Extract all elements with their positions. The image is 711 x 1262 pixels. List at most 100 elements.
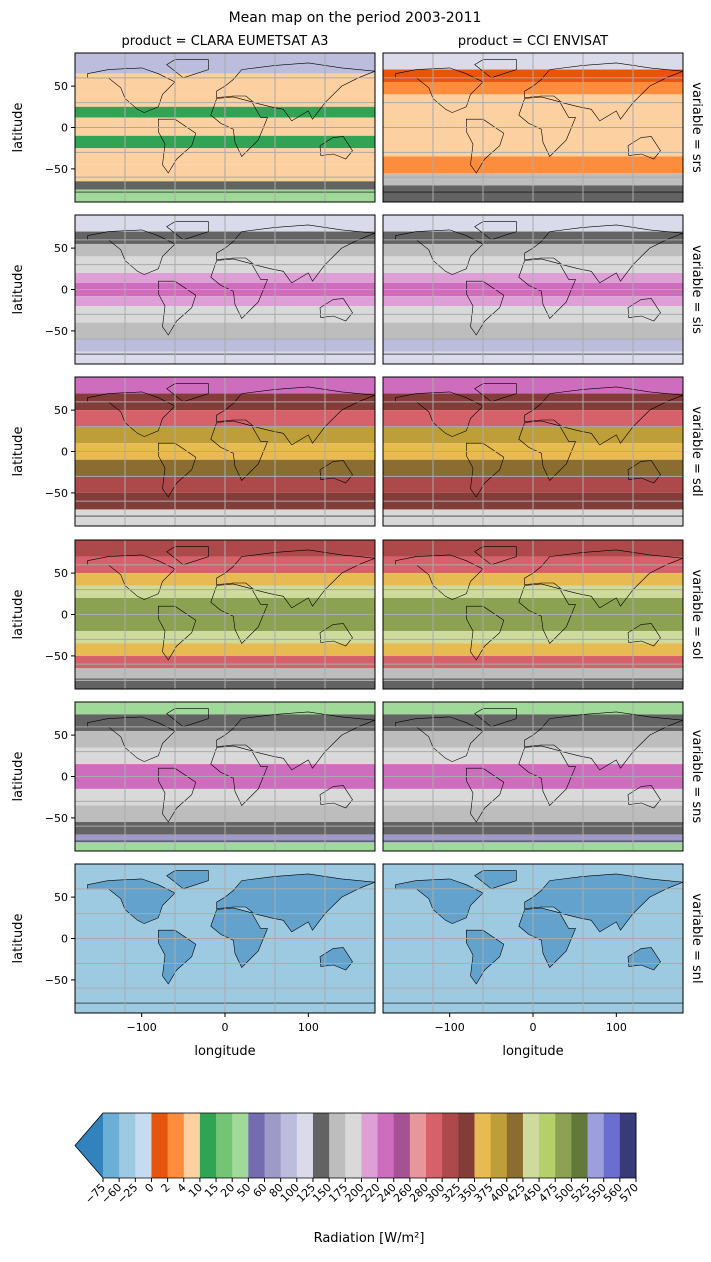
coastline <box>474 546 517 566</box>
map-panel <box>75 377 375 526</box>
x-tick-label: 100 <box>606 1021 627 1034</box>
coastline <box>210 420 268 482</box>
colorbar-swatch <box>442 1113 459 1178</box>
panel-frame <box>382 539 684 690</box>
coastline <box>474 383 517 403</box>
coastline <box>518 583 576 645</box>
coastline <box>319 785 353 809</box>
coastline <box>524 224 683 284</box>
coastline <box>518 258 576 320</box>
colorbar-swatch <box>119 1113 136 1178</box>
y-axis-label: latitude <box>11 265 26 315</box>
map-panel <box>383 540 683 689</box>
coastline <box>395 391 484 437</box>
colorbar-swatch <box>329 1113 346 1178</box>
row-label: variable = sns <box>689 730 704 824</box>
y-axis-label: latitude <box>11 590 26 640</box>
colorbar-swatch <box>490 1113 508 1178</box>
colorbar-swatch <box>474 1113 492 1178</box>
colorbar-swatch <box>587 1113 605 1178</box>
coastline <box>210 96 268 158</box>
row-label: variable = snl <box>689 893 704 983</box>
map-panel <box>75 540 375 689</box>
x-tick-label: −100 <box>127 1021 157 1034</box>
colorbar-swatch <box>232 1113 249 1178</box>
colorbar-swatch <box>409 1113 427 1178</box>
y-axis-label: latitude <box>11 427 26 477</box>
coastline <box>319 947 353 971</box>
colorbar-extend <box>75 1113 103 1178</box>
coastline <box>319 460 353 484</box>
colorbar-swatch <box>216 1113 233 1178</box>
coastline <box>158 442 197 498</box>
colorbar-swatch <box>199 1113 217 1178</box>
coastline <box>319 136 353 160</box>
coastline <box>158 280 197 336</box>
figure-title: Mean map on the period 2003-2011 <box>229 10 482 26</box>
y-axis-label: latitude <box>11 914 26 964</box>
x-axis-label: longitude <box>502 1044 563 1059</box>
y-tick-label: 0 <box>61 446 68 459</box>
x-tick-label: 0 <box>222 1021 229 1034</box>
y-tick-label: 50 <box>54 891 68 904</box>
colorbar-swatch <box>361 1113 379 1178</box>
coastline <box>166 383 209 403</box>
colorbar-outline <box>74 1112 637 1179</box>
coastline <box>216 224 375 284</box>
colorbar-swatch <box>458 1113 475 1178</box>
coastline <box>395 878 484 924</box>
x-axis-label: longitude <box>194 1044 255 1059</box>
y-tick-label: 50 <box>54 404 68 417</box>
map-panel <box>383 53 683 202</box>
coastline <box>466 605 505 661</box>
colorbar-swatch <box>426 1113 443 1178</box>
coastline <box>87 391 176 437</box>
row-label: variable = sis <box>689 245 704 334</box>
row-label: variable = srs <box>689 82 704 173</box>
y-tick-label: −50 <box>45 487 68 500</box>
coastline <box>466 767 505 823</box>
coastline <box>166 546 209 566</box>
coastline <box>518 745 576 807</box>
colorbar-swatch <box>345 1113 362 1178</box>
map-panel <box>75 702 375 851</box>
coastline <box>158 767 197 823</box>
x-tick-label: 100 <box>298 1021 319 1034</box>
coastline <box>474 221 517 241</box>
colorbar-swatch <box>619 1113 637 1178</box>
coastline <box>216 386 375 446</box>
y-tick-label: 0 <box>61 609 68 622</box>
colorbar-swatch <box>603 1113 621 1178</box>
map-panel <box>75 53 375 202</box>
y-tick-label: −50 <box>45 650 68 663</box>
coastline <box>524 549 683 609</box>
colorbar-swatch <box>135 1113 152 1178</box>
coastline <box>166 708 209 728</box>
panel-frame <box>382 376 684 527</box>
coastline <box>210 745 268 807</box>
map-panel <box>383 864 683 1013</box>
coastline <box>627 947 661 971</box>
coastline <box>474 708 517 728</box>
y-tick-label: 0 <box>61 933 68 946</box>
colorbar-tick-label: 2 <box>159 1181 173 1195</box>
colorbar-swatch <box>571 1113 589 1178</box>
coastline <box>627 136 661 160</box>
y-tick-label: 0 <box>61 284 68 297</box>
colorbar-tick-label: 0 <box>142 1181 156 1195</box>
coastline <box>627 298 661 322</box>
colorbar-swatch <box>393 1113 411 1178</box>
colorbar-swatch <box>377 1113 395 1178</box>
y-tick-label: −50 <box>45 163 68 176</box>
colorbar-swatch <box>248 1113 266 1178</box>
coastline <box>627 785 661 809</box>
colorbar-swatch <box>151 1113 169 1178</box>
colorbar-tick-label: 570 <box>617 1181 641 1205</box>
coastline <box>210 583 268 645</box>
coastline <box>466 929 505 985</box>
map-panel <box>75 864 375 1013</box>
coastline <box>466 118 505 174</box>
y-tick-label: 50 <box>54 80 68 93</box>
coastline <box>166 221 209 241</box>
